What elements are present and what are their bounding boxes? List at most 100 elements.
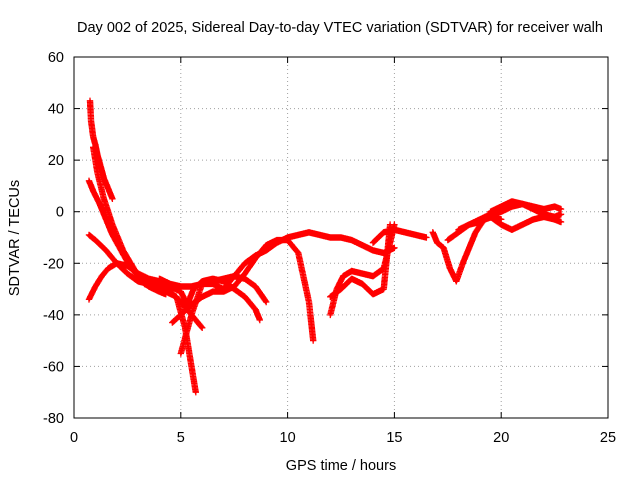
data-point — [559, 220, 563, 224]
data-point — [190, 313, 193, 317]
data-point — [96, 171, 99, 175]
x-axis-label: GPS time / hours — [286, 458, 396, 474]
data-point — [467, 246, 471, 250]
data-point — [200, 326, 204, 329]
data-point — [115, 262, 118, 265]
data-point — [265, 249, 268, 252]
data-point — [100, 169, 103, 172]
series-arc-8 — [177, 229, 398, 357]
y-axis-label: SDTVAR / TECUs — [7, 180, 23, 296]
y-axis: -80 -60 -40 -20 0 20 40 60 — [43, 50, 608, 427]
data-point — [329, 313, 332, 317]
data-point — [425, 236, 428, 239]
data-point — [361, 272, 364, 275]
y-tick-label: -60 — [43, 359, 64, 375]
data-point — [393, 223, 396, 226]
data-point — [448, 267, 452, 270]
series-points — [85, 97, 565, 396]
x-tick-label: 25 — [600, 430, 616, 446]
data-point — [341, 274, 345, 278]
data-point — [532, 218, 535, 221]
data-point — [94, 143, 97, 146]
data-point — [94, 238, 97, 242]
data-point — [222, 287, 225, 291]
data-point — [371, 293, 375, 296]
data-point — [312, 339, 315, 342]
x-tick-label: 15 — [386, 430, 402, 446]
y-tick-label: -40 — [43, 308, 64, 324]
x-tick-label: 20 — [493, 430, 509, 446]
data-point — [474, 231, 477, 234]
data-point — [361, 244, 364, 247]
data-point — [500, 223, 503, 226]
x-tick-label: 10 — [280, 430, 296, 446]
y-tick-label: -80 — [43, 411, 64, 427]
data-point — [510, 200, 514, 203]
data-point — [104, 218, 108, 221]
y-tick-label: 40 — [48, 102, 64, 118]
data-point — [89, 120, 93, 123]
data-point — [121, 249, 125, 252]
data-point — [211, 290, 215, 293]
data-point — [92, 146, 95, 149]
data-point — [171, 321, 174, 324]
data-point — [286, 236, 289, 239]
data-point — [371, 249, 375, 252]
data-point — [100, 274, 103, 278]
data-point — [414, 233, 417, 237]
data-point — [147, 277, 150, 280]
data-point — [393, 228, 396, 231]
data-point — [371, 241, 375, 244]
data-point — [233, 274, 236, 278]
data-point — [104, 249, 108, 252]
data-point — [489, 215, 492, 219]
data-point — [339, 287, 343, 291]
data-point — [136, 272, 140, 275]
data-point — [467, 223, 471, 226]
data-point — [254, 308, 257, 311]
data-point — [98, 161, 101, 164]
data-point — [275, 241, 279, 244]
data-point — [136, 280, 140, 283]
data-point — [109, 192, 112, 195]
data-point — [350, 238, 353, 242]
data-point — [179, 290, 182, 293]
data-point — [111, 223, 114, 226]
data-point — [339, 236, 343, 239]
data-point — [455, 280, 458, 283]
data-point — [521, 202, 524, 206]
data-point — [329, 295, 332, 299]
data-point — [435, 241, 439, 244]
data-point — [179, 313, 182, 317]
y-tick-label: 20 — [48, 153, 64, 169]
data-point — [457, 228, 460, 231]
data-point — [297, 251, 300, 255]
x-tick-label: 5 — [177, 430, 185, 446]
series-arc-15 — [487, 198, 565, 221]
series-arc-11 — [369, 226, 430, 246]
data-point — [393, 246, 396, 250]
series-arc-7 — [169, 236, 317, 344]
data-point — [461, 262, 464, 265]
data-point — [510, 228, 514, 231]
data-point — [542, 207, 546, 211]
data-point — [233, 285, 236, 288]
data-point — [190, 365, 193, 368]
data-point — [265, 244, 268, 247]
data-point — [92, 135, 95, 139]
data-point — [88, 99, 92, 103]
data-point — [194, 391, 197, 394]
data-point — [521, 223, 524, 226]
data-point — [200, 282, 204, 286]
data-point — [158, 285, 161, 288]
y-tick-label: 0 — [56, 205, 64, 221]
data-point — [190, 285, 193, 288]
data-point — [532, 207, 535, 211]
data-point — [147, 282, 150, 286]
data-point — [500, 205, 503, 208]
data-point — [200, 295, 204, 299]
data-point — [102, 197, 106, 201]
data-point — [500, 210, 503, 213]
data-point — [87, 233, 91, 237]
